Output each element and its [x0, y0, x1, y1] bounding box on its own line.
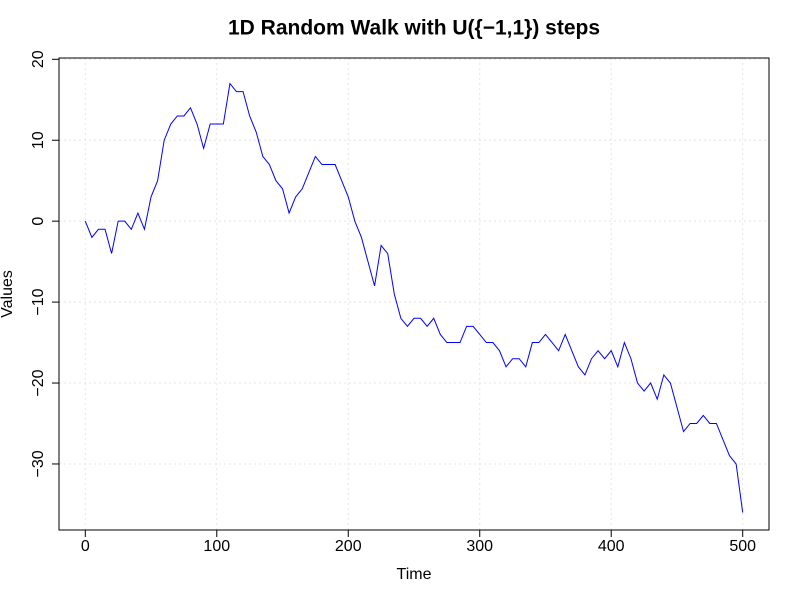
- x-tick-label: 500: [729, 538, 756, 555]
- data-line: [84, 82, 744, 513]
- y-tick-label: 10: [30, 131, 47, 149]
- y-tick-label: 0: [30, 217, 47, 226]
- y-axis-label: Values: [0, 270, 16, 318]
- y-tick-label: 20: [30, 50, 47, 68]
- x-tick-label: 200: [335, 538, 362, 555]
- plot-frame: [58, 57, 770, 531]
- x-axis-label: Time: [397, 566, 432, 583]
- y-tick-label: −20: [30, 369, 47, 396]
- y-tick-label: −10: [30, 288, 47, 315]
- y-tick-label: −30: [30, 450, 47, 477]
- x-tick-label: 400: [598, 538, 625, 555]
- chart-title: 1D Random Walk with U({−1,1}) steps: [228, 17, 600, 40]
- x-tick-label: 100: [203, 538, 230, 555]
- x-tick-label: 0: [81, 538, 90, 555]
- x-tick-label: 300: [466, 538, 493, 555]
